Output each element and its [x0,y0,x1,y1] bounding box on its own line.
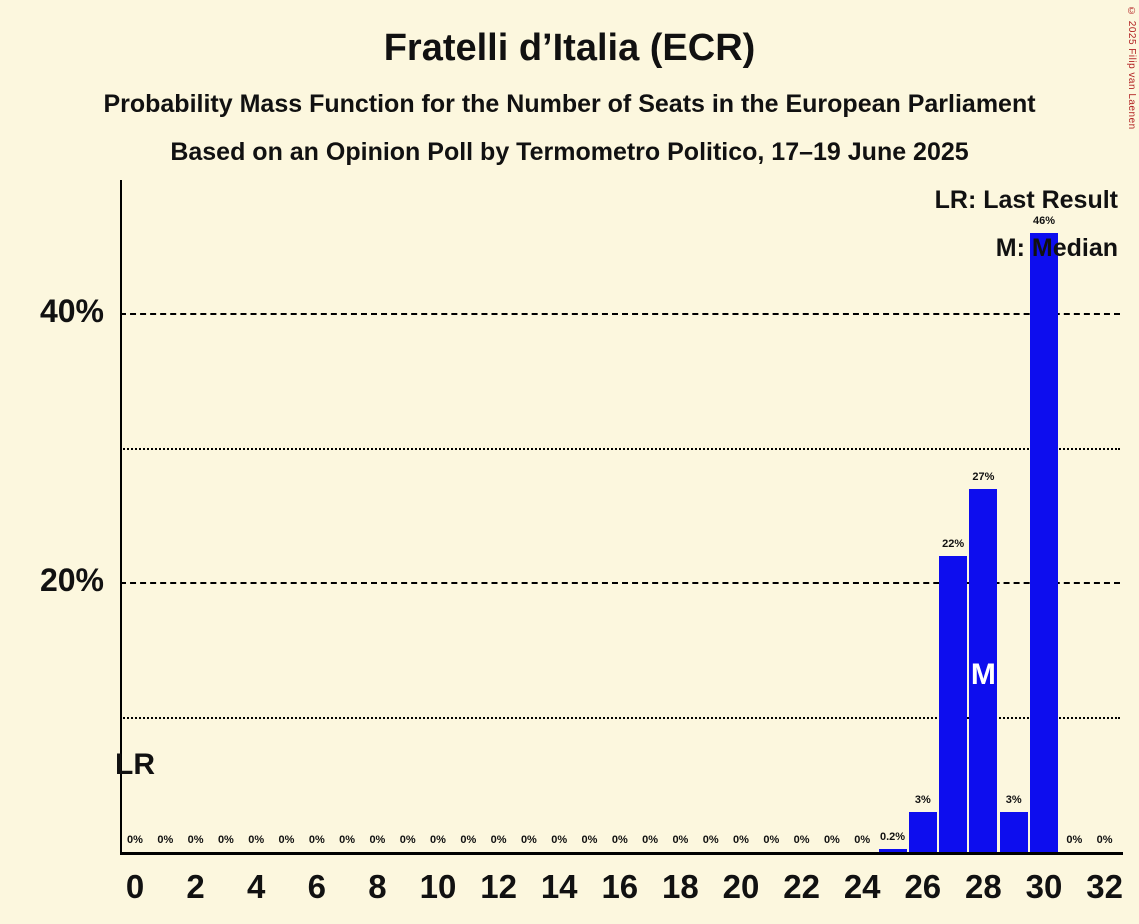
bar-value-label-seat-19: 0% [702,834,719,846]
bar-value-label-seat-8: 0% [369,834,386,846]
bar-value-label-seat-25: 0.2% [879,831,906,844]
x-axis-label-24: 24 [843,868,881,905]
bar-seat-30 [1030,233,1058,852]
x-axis-label-32: 32 [1086,868,1123,905]
legend-median: M: Median [995,234,1118,262]
x-axis-label-8: 8 [368,868,387,905]
bar-value-label-seat-22: 0% [793,834,810,846]
x-axis-label-28: 28 [965,868,1002,905]
x-axis-label-0: 0 [125,868,145,905]
chart-title: Fratelli d’Italia (ECR) [383,27,756,69]
bar-value-label-seat-5: 0% [278,834,295,846]
y-axis-line [120,179,122,852]
copyright-text: © 2025 Filip van Laenen [1126,6,1137,130]
bar-value-label-seat-10: 0% [430,834,446,846]
x-axis-label-2: 2 [186,868,205,905]
bar-seat-28 [969,488,998,852]
chart-source-line: Based on an Opinion Poll by Termometro P… [170,138,969,166]
gridline-10pct [120,716,1120,719]
bar-value-label-seat-0: 0% [127,834,143,846]
gridline-20pct [120,582,1120,584]
bar-value-label-seat-28: 27% [972,470,995,483]
bar-seat-25 [878,849,907,852]
bar-seat-26 [908,811,937,852]
x-axis-label-14: 14 [540,868,578,905]
bar-value-label-seat-4: 0% [248,834,265,846]
bar-value-label-seat-26: 3% [914,793,931,806]
bar-value-label-seat-11: 0% [460,834,477,846]
bar-value-label-seat-24: 0% [854,834,871,846]
bar-value-label-seat-18: 0% [672,834,689,846]
x-axis-label-4: 4 [247,868,266,905]
last-result-marker: LR [115,748,155,781]
y-axis-label-40: 40% [39,293,104,329]
bar-value-label-seat-9: 0% [399,834,416,846]
x-axis-label-10: 10 [419,868,457,905]
bar-value-label-seat-23: 0% [823,834,840,846]
bar-value-label-seat-20: 0% [733,834,749,846]
gridline-30pct [120,447,1120,450]
median-marker: M [970,658,996,691]
bar-value-label-seat-30: 46% [1032,215,1056,228]
x-axis-label-18: 18 [662,868,699,905]
x-axis-label-6: 6 [307,868,326,905]
bar-seat-27 [939,556,968,852]
bar-value-label-seat-13: 0% [520,834,537,846]
bar-value-label-seat-12: 0% [490,834,507,846]
bar-value-label-seat-29: 3% [1005,793,1022,806]
bar-value-label-seat-2: 0% [187,834,204,846]
x-axis-label-12: 12 [480,868,517,905]
chart-subtitle: Probability Mass Function for the Number… [103,90,1036,118]
bar-value-label-seat-31: 0% [1066,834,1083,846]
bar-value-label-seat-7: 0% [339,834,356,846]
bar-value-label-seat-1: 0% [157,834,174,846]
bar-value-label-seat-17: 0% [642,834,659,846]
legend-last-result: LR: Last Result [934,186,1118,214]
gridline-40pct [120,313,1120,315]
x-axis-label-26: 26 [904,868,942,905]
x-axis-label-20: 20 [722,868,760,905]
bar-value-label-seat-14: 0% [551,834,568,846]
bar-value-label-seat-27: 22% [942,538,965,551]
bar-value-label-seat-3: 0% [217,834,234,846]
x-axis-line [120,852,1123,855]
x-axis-label-22: 22 [783,868,820,905]
bar-value-label-seat-21: 0% [763,834,780,846]
y-axis-label-20: 20% [39,562,104,598]
bar-value-label-seat-32: 0% [1096,834,1113,846]
x-axis-label-30: 30 [1025,868,1063,905]
x-axis-label-16: 16 [601,868,639,905]
bar-value-label-seat-6: 0% [308,834,325,846]
bar-value-label-seat-15: 0% [581,834,598,846]
bar-value-label-seat-16: 0% [611,834,628,846]
bar-seat-29 [999,811,1028,852]
